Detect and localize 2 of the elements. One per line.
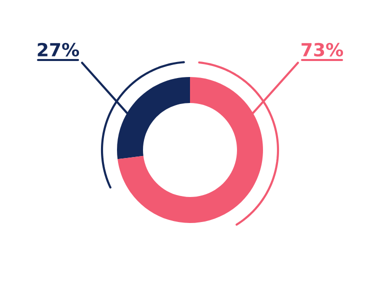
data-label: 27% (38, 42, 80, 56)
data-label: 73% (302, 42, 344, 56)
